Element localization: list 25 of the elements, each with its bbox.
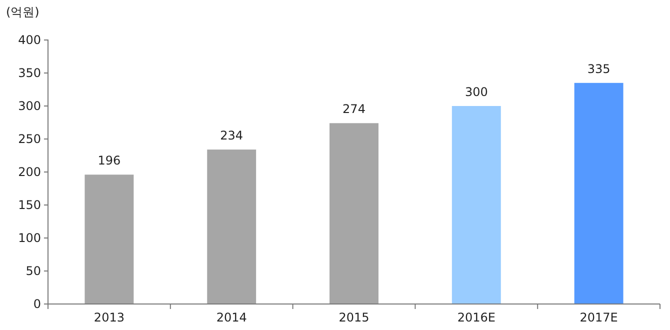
- data-label: 335: [587, 62, 610, 76]
- data-label: 234: [220, 128, 244, 143]
- x-tick-label: 2015: [338, 310, 370, 325]
- bar: [452, 106, 501, 304]
- data-label: 196: [98, 154, 121, 168]
- data-label: 300: [464, 85, 488, 99]
- data-label: 274: [342, 102, 366, 116]
- bar: [330, 123, 378, 304]
- y-axis-title: (억원): [6, 5, 40, 19]
- y-tick-label: 200: [18, 164, 41, 179]
- bar: [84, 174, 134, 304]
- y-tick-label: 50: [26, 264, 41, 278]
- bar: [207, 150, 256, 304]
- y-tick-label: 100: [18, 230, 41, 245]
- y-tick-label: 0: [33, 296, 41, 311]
- y-tick-label: 250: [18, 132, 41, 146]
- bar: [574, 82, 624, 304]
- x-tick-label: 2013: [94, 310, 124, 325]
- x-tick-label: 2014: [216, 310, 247, 325]
- x-tick-label: 2016E: [457, 310, 496, 325]
- y-tick-label: 400: [18, 32, 41, 47]
- y-tick-label: 300: [18, 98, 41, 113]
- y-tick-label: 350: [18, 66, 41, 80]
- y-tick-label: 150: [18, 198, 41, 212]
- x-tick-label: 2017E: [580, 310, 618, 325]
